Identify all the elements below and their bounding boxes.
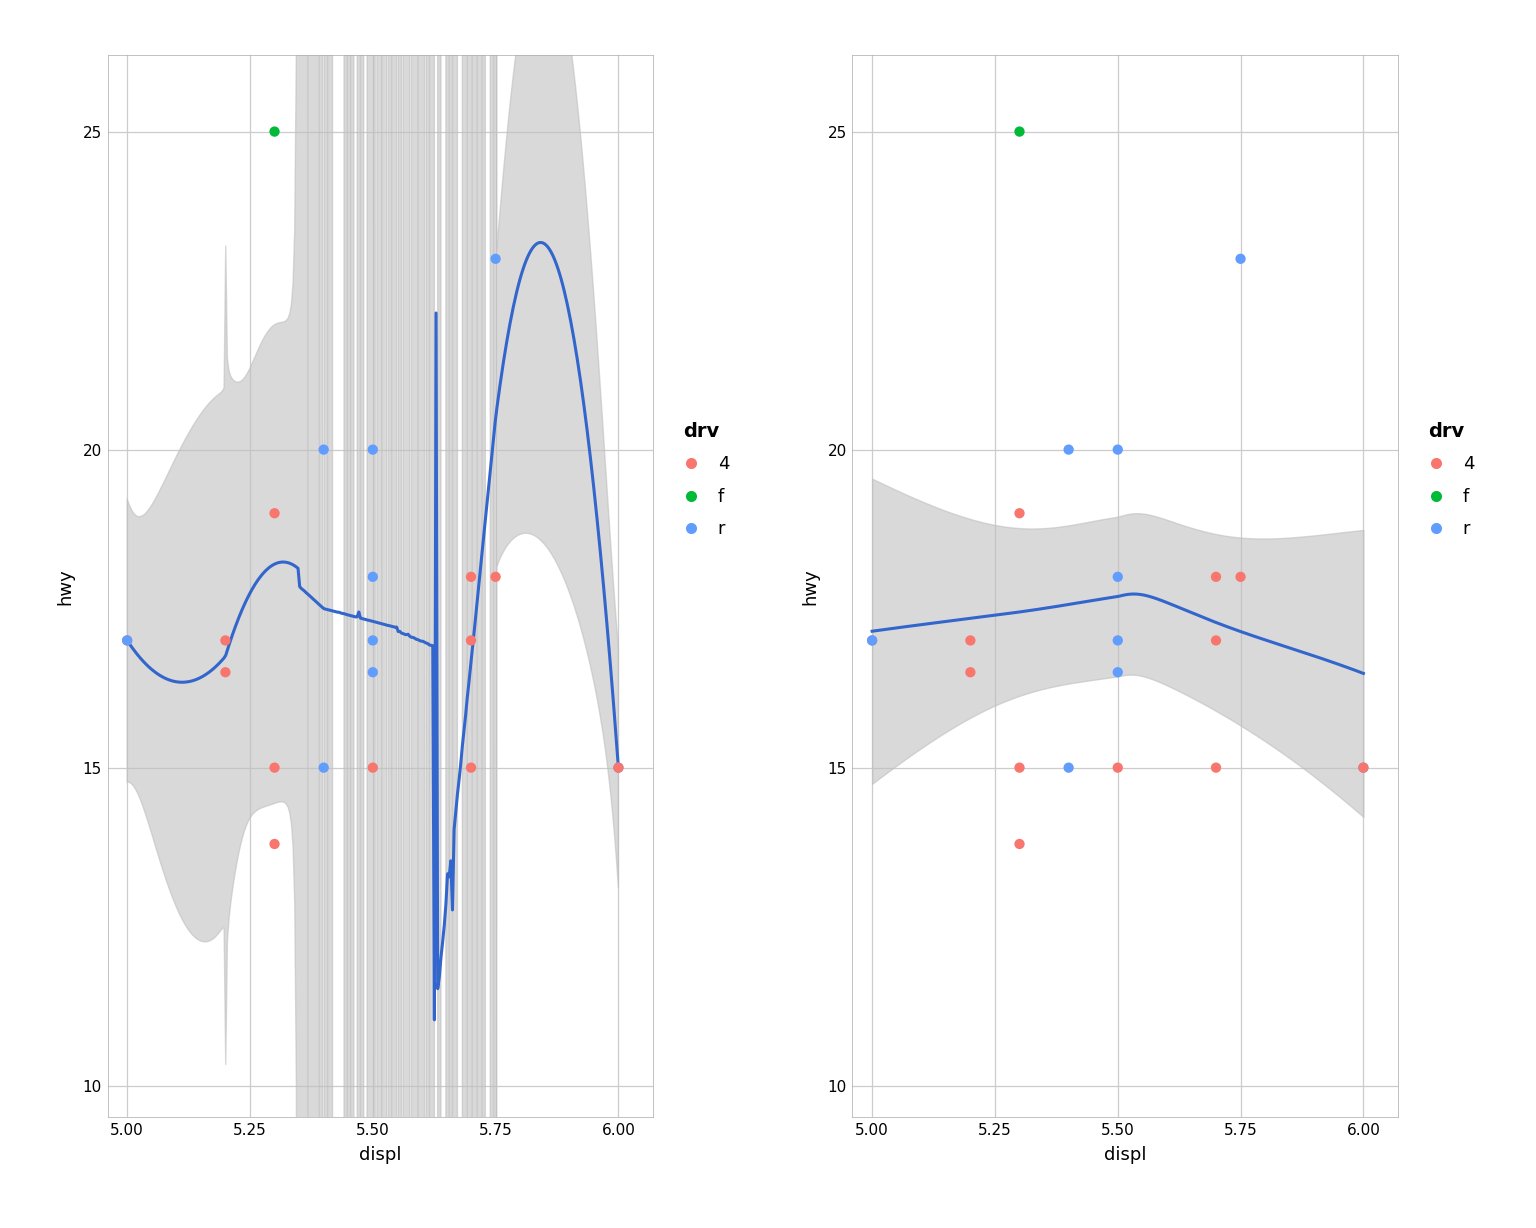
Point: [607, 758, 631, 777]
Point: [1106, 662, 1130, 682]
Point: [263, 122, 287, 141]
Point: [1008, 834, 1032, 853]
Y-axis label: hwy: hwy: [57, 569, 74, 604]
Point: [263, 834, 287, 853]
Point: [459, 758, 484, 777]
Point: [1204, 567, 1229, 587]
Point: [361, 758, 386, 777]
Point: [1008, 758, 1032, 777]
Point: [1057, 758, 1081, 777]
Point: [361, 440, 386, 459]
X-axis label: displ: displ: [1104, 1147, 1146, 1164]
Point: [1106, 631, 1130, 651]
Point: [1106, 567, 1130, 587]
Point: [860, 631, 885, 651]
Point: [958, 631, 983, 651]
Point: [1229, 249, 1253, 269]
Point: [459, 631, 484, 651]
Point: [1352, 758, 1376, 777]
Point: [115, 631, 140, 651]
Point: [214, 631, 238, 651]
Point: [1204, 758, 1229, 777]
Point: [361, 662, 386, 682]
Point: [484, 567, 508, 587]
Point: [312, 758, 336, 777]
Point: [312, 440, 336, 459]
Point: [1352, 758, 1376, 777]
Point: [958, 662, 983, 682]
Legend: 4, f, r: 4, f, r: [673, 422, 730, 538]
Point: [459, 567, 484, 587]
Point: [1106, 440, 1130, 459]
Point: [1008, 122, 1032, 141]
Point: [263, 503, 287, 523]
Point: [1057, 440, 1081, 459]
X-axis label: displ: displ: [359, 1147, 401, 1164]
Point: [1204, 631, 1229, 651]
Point: [607, 758, 631, 777]
Point: [860, 631, 885, 651]
Point: [361, 631, 386, 651]
Point: [1008, 503, 1032, 523]
Point: [1106, 758, 1130, 777]
Point: [361, 567, 386, 587]
Point: [115, 631, 140, 651]
Legend: 4, f, r: 4, f, r: [1418, 422, 1475, 538]
Point: [484, 249, 508, 269]
Y-axis label: hwy: hwy: [802, 569, 819, 604]
Point: [214, 662, 238, 682]
Point: [263, 758, 287, 777]
Point: [1229, 567, 1253, 587]
